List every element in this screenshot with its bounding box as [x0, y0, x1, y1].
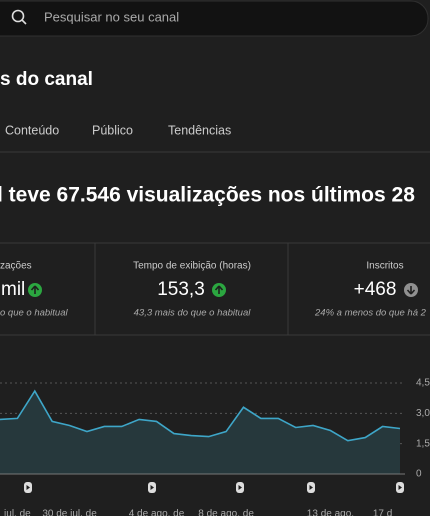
shorts-icon	[238, 485, 242, 490]
tab[interactable]: Tendências	[168, 123, 231, 137]
shorts-icon	[26, 485, 30, 490]
tab[interactable]: Conteúdo	[5, 123, 59, 137]
trend-down-icon	[406, 286, 416, 295]
area	[0, 391, 400, 474]
metric-value: +468	[354, 279, 397, 300]
metric-note: 24% a menos do que há 2	[314, 308, 427, 319]
metric-value: mil	[1, 279, 25, 300]
shorts-icon	[309, 485, 313, 490]
metric-note: 43,3 mais do que o habitual	[134, 308, 252, 319]
metric-note: o que o habitual	[0, 308, 69, 319]
search-placeholder: Pesquisar no seu canal	[44, 9, 179, 24]
x-tick-label: 13 de ago.	[307, 509, 354, 516]
y-tick-label: 0	[416, 469, 422, 480]
x-tick-label: jul. de	[3, 509, 31, 516]
y-tick-label: 3,0	[416, 408, 430, 419]
page-title: s do canal	[0, 69, 93, 90]
x-tick-label: 4 de ago. de	[129, 509, 185, 516]
metric-value: 153,3	[157, 279, 205, 300]
headline: l teve 67.546 visualizações nos últimos …	[0, 184, 415, 207]
shorts-icon	[150, 485, 154, 490]
search-icon	[11, 9, 25, 23]
metric-label: Inscritos	[366, 261, 403, 272]
search-icon	[21, 19, 27, 25]
metric-label: zações	[0, 261, 32, 272]
line	[0, 389, 401, 442]
shorts-icon	[398, 485, 402, 490]
trend-up-icon	[30, 285, 40, 294]
y-tick-label: 4,5	[416, 378, 430, 389]
x-tick-label: 30 de jul. de	[42, 509, 97, 516]
chart: 0 1,5 3,0 4,5 jul. de 30 de jul. de 4 de ago. …	[0, 378, 430, 516]
metric-label: Tempo de exibição (horas)	[133, 261, 251, 272]
trend-up-icon	[214, 285, 224, 294]
x-tick-label: 17 d	[373, 509, 392, 516]
x-tick-label: 8 de ago. de	[198, 509, 254, 516]
tab[interactable]: Público	[92, 123, 133, 137]
search-bar[interactable]	[0, 0, 429, 37]
y-tick-label: 1,5	[416, 438, 430, 449]
